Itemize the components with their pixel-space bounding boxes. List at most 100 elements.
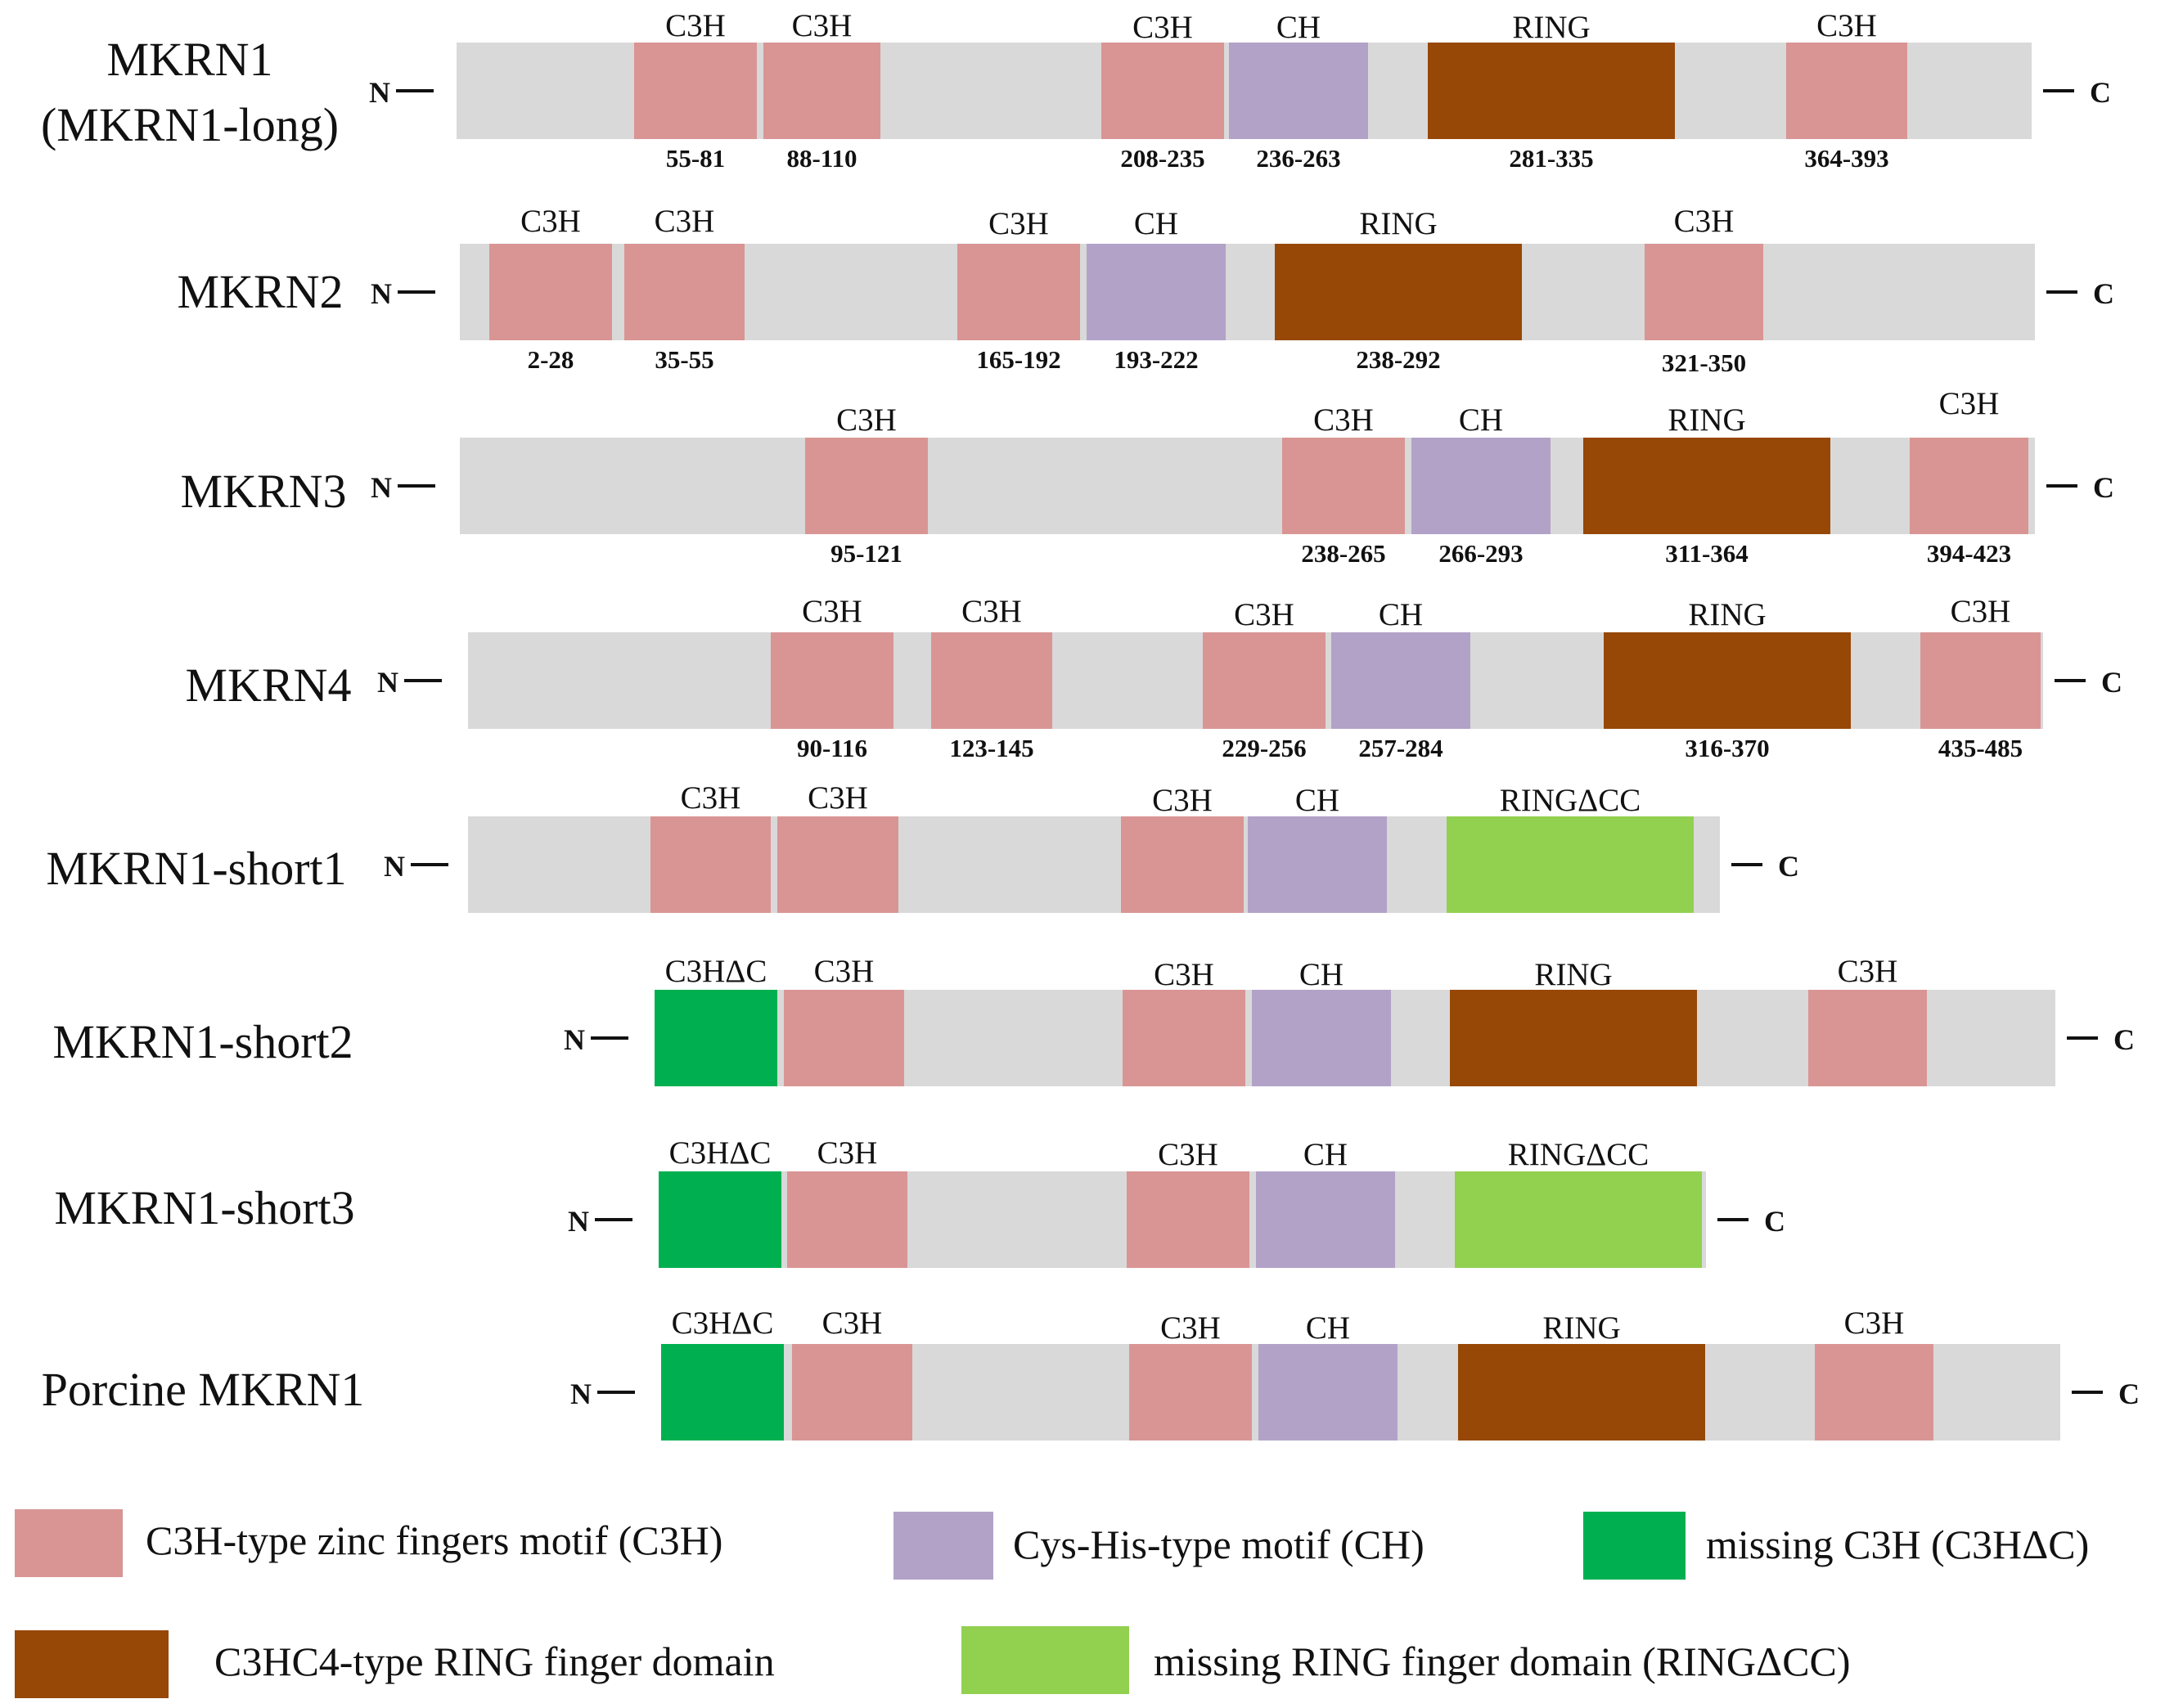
domain-label: C3H — [1939, 386, 2000, 421]
domain-label: C3HΔC — [665, 954, 767, 989]
protein-name: (MKRN1-long) — [41, 98, 339, 151]
legend-label: C3HC4-type RING finger domain — [214, 1638, 775, 1684]
domain-range: 2-28 — [528, 345, 574, 374]
domain-ch — [1256, 1171, 1395, 1268]
domain-label: RING — [1512, 10, 1590, 45]
legend: C3H-type zinc fingers motif (C3H) Cys-His… — [15, 1509, 2089, 1698]
legend-swatch-c3h — [15, 1509, 123, 1577]
domain-label: C3H — [1313, 402, 1374, 438]
domain-c3h — [1645, 244, 1763, 340]
domain-label: C3H — [1154, 957, 1214, 992]
n-terminus-label: N — [564, 1023, 585, 1056]
domain-range: 35-55 — [655, 345, 713, 374]
domain-ringdcc — [1455, 1171, 1702, 1268]
domain-range: 193-222 — [1114, 345, 1198, 374]
domain-c3h — [763, 43, 880, 139]
domain-ch — [1258, 1344, 1398, 1441]
domain-ringdcc — [1447, 816, 1694, 913]
n-terminus-label: N — [377, 666, 398, 699]
domain-ch — [1087, 244, 1226, 340]
protein-row: MKRN1-short3 N C C3HΔC C3H C3H CH RINGΔCC — [54, 1135, 1785, 1268]
domain-range: 281-335 — [1509, 144, 1593, 173]
domain-c3h — [1129, 1344, 1252, 1441]
legend-swatch-ch — [893, 1512, 993, 1580]
domain-c3h — [1815, 1344, 1933, 1441]
domain-c3h — [1282, 438, 1405, 534]
domain-label: CH — [1276, 10, 1321, 45]
domain-c3h — [784, 990, 904, 1086]
domain-range: 364-393 — [1804, 144, 1888, 173]
legend-label: missing C3H (C3HΔC) — [1706, 1521, 2089, 1567]
legend-label: Cys-His-type motif (CH) — [1013, 1521, 1425, 1567]
domain-range: 88-110 — [786, 144, 857, 173]
domain-label: C3H — [961, 594, 1022, 629]
domain-label: C3H — [814, 954, 875, 989]
n-terminus-label: N — [568, 1205, 589, 1238]
domain-label: C3H — [1160, 1310, 1221, 1346]
domain-label: CH — [1306, 1310, 1350, 1346]
domain-label: CH — [1459, 402, 1503, 438]
protein-row: MKRN2 N C C3H 2-28 C3H 35-55 C3H 165-192 CH 193-22… — [177, 204, 2114, 377]
domain-c3h — [1101, 43, 1224, 139]
domain-ring — [1604, 632, 1851, 729]
protein-name: MKRN1-short3 — [54, 1181, 354, 1234]
domain-range: 236-263 — [1256, 144, 1340, 173]
domain-ring — [1583, 438, 1830, 534]
domain-c3h — [1920, 632, 2041, 729]
domain-c3h — [1203, 632, 1326, 729]
protein-row: MKRN4 N C C3H 90-116 C3H 123-145 C3H 229-256 CH 25… — [185, 594, 2122, 762]
domain-label: C3H — [1158, 1137, 1218, 1172]
domain-range: 165-192 — [976, 345, 1060, 374]
domain-c3h — [805, 438, 928, 534]
domain-label: C3H — [792, 8, 853, 43]
domain-c3hdc — [659, 1171, 781, 1268]
domain-label: C3H — [836, 402, 897, 438]
c-terminus-label: C — [1764, 1205, 1785, 1238]
domain-c3h — [1127, 1171, 1249, 1268]
domain-label: C3HΔC — [669, 1135, 772, 1171]
domain-range: 90-116 — [797, 734, 867, 762]
protein-name: MKRN3 — [180, 465, 346, 518]
domain-label: CH — [1303, 1137, 1348, 1172]
domain-c3h — [634, 43, 757, 139]
n-terminus-label: N — [371, 471, 392, 504]
protein-name: Porcine MKRN1 — [42, 1363, 365, 1416]
domain-label: C3HΔC — [672, 1306, 774, 1341]
domain-ch — [1411, 438, 1551, 534]
domain-label: C3H — [520, 204, 581, 239]
domain-c3h — [771, 632, 893, 729]
domain-label: C3H — [1838, 954, 1898, 989]
n-terminus-label: N — [369, 76, 390, 109]
domain-ring — [1458, 1344, 1705, 1441]
c-terminus-label: C — [2090, 76, 2111, 109]
protein-row: Porcine MKRN1 N C C3HΔC C3H C3H CH RING C3H — [42, 1306, 2140, 1441]
domain-label: C3H — [1844, 1306, 1905, 1341]
c-terminus-label: C — [2101, 666, 2122, 699]
domain-range: 238-292 — [1356, 345, 1440, 374]
domain-ch — [1252, 990, 1391, 1086]
domain-label: CH — [1379, 597, 1423, 632]
domain-range: 316-370 — [1685, 734, 1769, 762]
legend-label: missing RING finger domain (RINGΔCC) — [1154, 1638, 1851, 1684]
domain-c3h — [1121, 816, 1244, 913]
domain-range: 229-256 — [1222, 734, 1306, 762]
domain-range: 321-350 — [1662, 348, 1746, 377]
protein-name: MKRN1-short2 — [52, 1015, 353, 1068]
protein-row: MKRN1-short1 N C C3H C3H C3H CH RINGΔCC — [46, 780, 1799, 913]
domain-ring — [1428, 43, 1675, 139]
domain-label: CH — [1295, 783, 1339, 818]
domain-ch — [1248, 816, 1387, 913]
domain-label: C3H — [681, 780, 741, 816]
domain-range: 394-423 — [1927, 539, 2011, 568]
domain-label: C3H — [1816, 8, 1877, 43]
protein-name: MKRN1-short1 — [46, 842, 346, 895]
legend-swatch-c3hdc — [1583, 1512, 1686, 1580]
domain-label: CH — [1134, 206, 1178, 241]
domain-c3h — [792, 1344, 912, 1441]
legend-label: C3H-type zinc fingers motif (C3H) — [146, 1517, 722, 1563]
domain-c3h — [957, 244, 1080, 340]
domain-label: RING — [1534, 957, 1612, 992]
domain-c3h — [931, 632, 1052, 729]
domain-label: CH — [1299, 957, 1344, 992]
